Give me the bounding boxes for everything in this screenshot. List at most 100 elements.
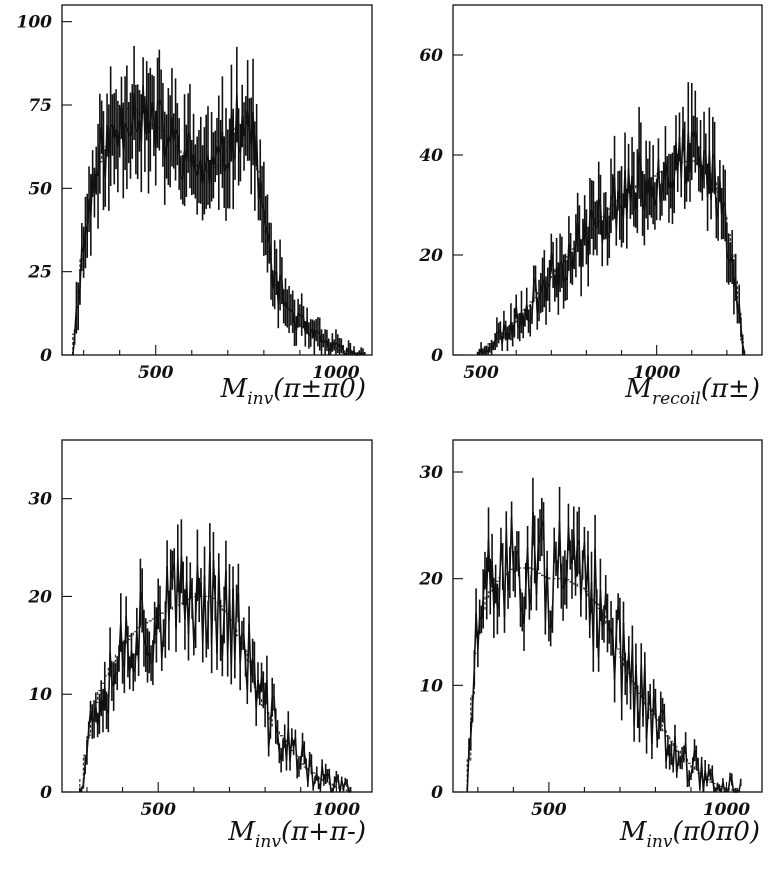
- data-point-step: [740, 326, 744, 345]
- data-point-step: [674, 736, 678, 773]
- data-point-step: [89, 710, 94, 722]
- data-point-step: [693, 749, 698, 758]
- data-point-step: [466, 749, 470, 793]
- data-point-step: [172, 129, 177, 142]
- data-point-step: [281, 280, 285, 307]
- data-point-step: [523, 586, 527, 624]
- data-point-step: [691, 750, 696, 766]
- data-point-step: [137, 591, 142, 661]
- y-tick-label: 100: [17, 13, 53, 33]
- data-point-step: [86, 729, 90, 753]
- data-point-step: [571, 254, 575, 269]
- data-point-step: [654, 702, 659, 741]
- y-tick-label: 20: [27, 587, 52, 607]
- plot-frame: [452, 439, 763, 793]
- data-point-step: [661, 709, 666, 715]
- data-point-step: [328, 773, 332, 793]
- data-point-step: [531, 283, 535, 316]
- data-point-step: [511, 322, 516, 336]
- data-point-step: [234, 600, 238, 661]
- data-point-step: [594, 549, 598, 619]
- data-point-step: [333, 776, 338, 783]
- data-point-step: [726, 252, 730, 260]
- data-point-step: [344, 780, 348, 784]
- data-point-step: [82, 764, 86, 785]
- data-point-step: [729, 776, 733, 780]
- data-point-step: [176, 134, 180, 155]
- data-point-step: [671, 179, 676, 189]
- data-point-step: [272, 274, 276, 289]
- data-point-step: [549, 619, 554, 629]
- data-point-step: [246, 110, 251, 130]
- data-point-step: [532, 511, 536, 550]
- data-point-step: [201, 170, 206, 183]
- data-point-step: [203, 575, 208, 646]
- data-point-step: [133, 92, 137, 130]
- data-point-step: [476, 352, 480, 356]
- data-point-step: [295, 313, 299, 331]
- data-point-step: [613, 629, 618, 680]
- data-point-step: [191, 598, 195, 643]
- data-point-step: [160, 632, 165, 659]
- plot-frame: [61, 4, 373, 356]
- data-point-step: [738, 782, 742, 793]
- x-axis-title-subscript: inv: [646, 832, 672, 852]
- data-point-step: [187, 132, 191, 137]
- data-point-step: [117, 131, 121, 147]
- data-point-step: [703, 149, 707, 155]
- data-point-step: [689, 131, 693, 173]
- data-point-step: [148, 652, 152, 664]
- data-point-step: [656, 727, 660, 742]
- x-tick-label: 1000: [703, 800, 750, 820]
- data-point-step: [682, 128, 686, 166]
- data-point-step: [690, 765, 694, 777]
- data-point-step: [227, 163, 231, 170]
- data-point-step: [731, 779, 735, 793]
- data-point-step: [548, 252, 553, 287]
- x-tick-label: 500: [138, 363, 174, 383]
- data-point-step: [212, 560, 217, 599]
- data-point-step: [72, 336, 76, 356]
- data-point-step: [550, 252, 554, 266]
- data-point-step: [268, 243, 272, 262]
- data-point-step: [346, 782, 350, 793]
- data-point-step: [643, 179, 647, 210]
- data-point-step: [468, 735, 472, 750]
- data-point-step: [661, 181, 665, 194]
- data-point-step: [491, 345, 494, 348]
- data-point-step: [617, 606, 621, 621]
- data-point-step: [501, 324, 505, 345]
- data-point-step: [658, 711, 662, 728]
- data-point-step: [165, 136, 170, 147]
- data-point-step: [724, 790, 727, 793]
- data-point-step: [722, 782, 726, 793]
- data-point-step: [221, 132, 226, 173]
- data-point-step: [710, 154, 714, 200]
- data-point-step: [590, 209, 595, 219]
- data-point-step: [155, 603, 160, 635]
- data-point-step: [130, 650, 135, 673]
- data-point-step: [557, 262, 561, 289]
- data-point-step: [469, 709, 474, 736]
- data-point-step: [178, 153, 182, 178]
- data-point-step: [267, 726, 272, 748]
- y-tick-label: 60: [419, 46, 443, 66]
- data-point-step: [255, 679, 259, 709]
- data-point-step: [551, 545, 556, 620]
- data-point-step: [162, 629, 167, 634]
- y-tick-label: 20: [418, 570, 443, 590]
- data-point-step: [160, 104, 164, 125]
- data-point-step: [684, 743, 689, 781]
- data-point-step: [84, 752, 88, 766]
- data-point-step: [125, 616, 129, 652]
- data-point-step: [294, 737, 298, 770]
- data-point-step: [90, 173, 94, 215]
- data-point-step: [250, 660, 254, 676]
- data-point-step: [208, 156, 213, 185]
- data-point-step: [332, 782, 336, 793]
- y-tick-label: 40: [419, 146, 443, 166]
- data-point-step: [686, 778, 690, 782]
